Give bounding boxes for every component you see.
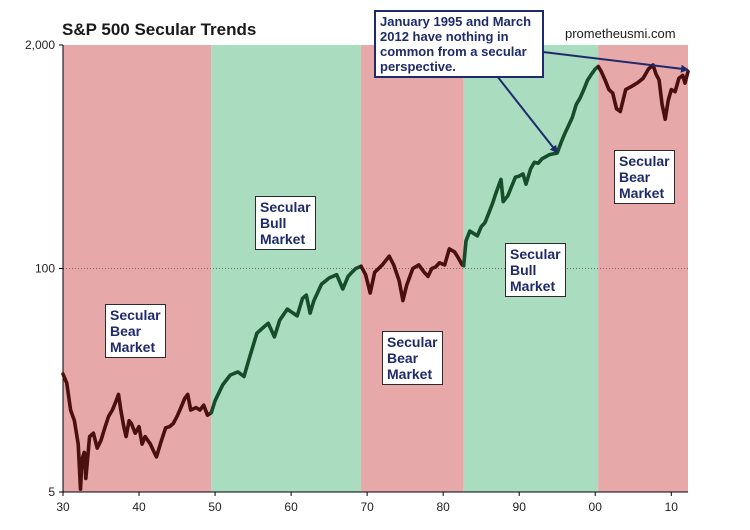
annotation-arrow [496,75,559,154]
price-series-line [209,264,363,415]
regime-label-bear-2000: Secular Bear Market [614,150,675,204]
regime-label-bear-1930: Secular Bear Market [105,304,166,358]
y-tick-label: 2,000 [25,38,55,52]
regime-label-line: Market [387,366,433,382]
source-label: prometheusmi.com [565,26,676,41]
price-series-line [359,247,466,303]
regime-label-line: Bull [510,262,537,278]
x-tick-label: 30 [56,500,70,514]
x-tick-label: 70 [360,500,374,514]
annotation-callout: January 1995 and March 2012 have nothing… [374,10,544,78]
x-tick-label: 80 [436,500,450,514]
price-series-line [461,64,601,268]
regime-label-bear-1969: Secular Bear Market [382,331,443,385]
regime-label-line: Bear [110,323,142,339]
x-tick-label: 00 [589,500,603,514]
y-tick-label: 100 [35,262,55,276]
x-tick-label: 40 [132,500,146,514]
price-series-line [596,63,690,121]
y-tick-label: 5 [48,485,55,499]
regime-label-bull-1950: Secular Bull Market [255,196,316,250]
regime-label-line: Market [619,185,665,201]
regime-label-line: Market [510,278,556,294]
x-tick-label: 60 [284,500,298,514]
x-tick-label: 90 [513,500,527,514]
regime-label-line: Secular [510,246,561,262]
regime-band-bull [211,45,362,492]
regime-label-line: Secular [619,153,670,169]
regime-label-line: Market [110,339,156,355]
regime-label-line: Bear [619,169,651,185]
annotation-arrow [542,51,689,73]
x-tick-label: 10 [665,500,679,514]
price-series-line [61,372,214,491]
regime-label-line: Secular [260,199,311,215]
regime-label-line: Secular [387,334,438,350]
regime-label-line: Bear [387,350,419,366]
regime-band-bear [598,45,688,492]
x-tick-label: 50 [208,500,222,514]
chart-title: S&P 500 Secular Trends [62,20,257,39]
regime-label-line: Bull [260,215,287,231]
regime-label-line: Secular [110,307,161,323]
regime-label-bull-1983: Secular Bull Market [505,243,566,297]
regime-label-line: Market [260,231,306,247]
